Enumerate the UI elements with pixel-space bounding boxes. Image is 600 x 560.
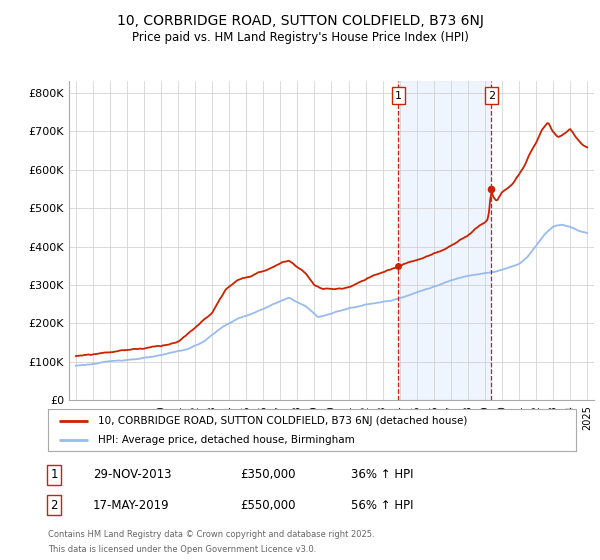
Text: This data is licensed under the Open Government Licence v3.0.: This data is licensed under the Open Gov… [48,545,316,554]
Text: 56% ↑ HPI: 56% ↑ HPI [351,498,413,512]
Text: Contains HM Land Registry data © Crown copyright and database right 2025.: Contains HM Land Registry data © Crown c… [48,530,374,539]
Text: HPI: Average price, detached house, Birmingham: HPI: Average price, detached house, Birm… [98,435,355,445]
Text: 2: 2 [488,91,495,101]
Text: £350,000: £350,000 [240,468,296,482]
Text: 10, CORBRIDGE ROAD, SUTTON COLDFIELD, B73 6NJ: 10, CORBRIDGE ROAD, SUTTON COLDFIELD, B7… [116,14,484,28]
Text: 2: 2 [50,498,58,512]
Text: 1: 1 [395,91,402,101]
Text: £550,000: £550,000 [240,498,296,512]
Text: 29-NOV-2013: 29-NOV-2013 [93,468,172,482]
Text: 1: 1 [50,468,58,482]
Bar [398,81,491,400]
Text: Price paid vs. HM Land Registry's House Price Index (HPI): Price paid vs. HM Land Registry's House … [131,31,469,44]
Text: 36% ↑ HPI: 36% ↑ HPI [351,468,413,482]
Text: 10, CORBRIDGE ROAD, SUTTON COLDFIELD, B73 6NJ (detached house): 10, CORBRIDGE ROAD, SUTTON COLDFIELD, B7… [98,416,467,426]
Text: 17-MAY-2019: 17-MAY-2019 [93,498,170,512]
